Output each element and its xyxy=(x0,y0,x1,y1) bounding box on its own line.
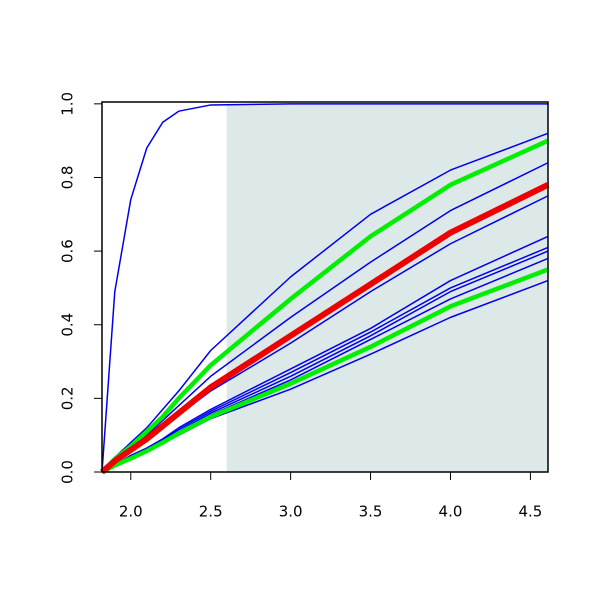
y-tick-label: 0.4 xyxy=(59,313,77,337)
plot-frame xyxy=(101,101,549,473)
y-tick-label: 0.2 xyxy=(59,386,77,410)
x-tick-label: 4.0 xyxy=(439,503,463,521)
x-tick-label: 2.5 xyxy=(199,503,223,521)
y-tick-label: 0.8 xyxy=(59,166,77,190)
y-tick-label: 1.0 xyxy=(59,92,77,116)
x-tick-label: 3.5 xyxy=(359,503,383,521)
series-line xyxy=(101,103,548,473)
series-line xyxy=(101,132,549,473)
x-tick-label: 2.0 xyxy=(119,503,143,521)
y-tick-label: 0.0 xyxy=(59,460,77,484)
x-tick-label: 4.5 xyxy=(518,503,542,521)
series-line xyxy=(100,267,549,474)
series-line xyxy=(100,182,550,475)
y-tick-label: 0.6 xyxy=(59,239,77,263)
x-tick-label: 3.0 xyxy=(279,503,303,521)
